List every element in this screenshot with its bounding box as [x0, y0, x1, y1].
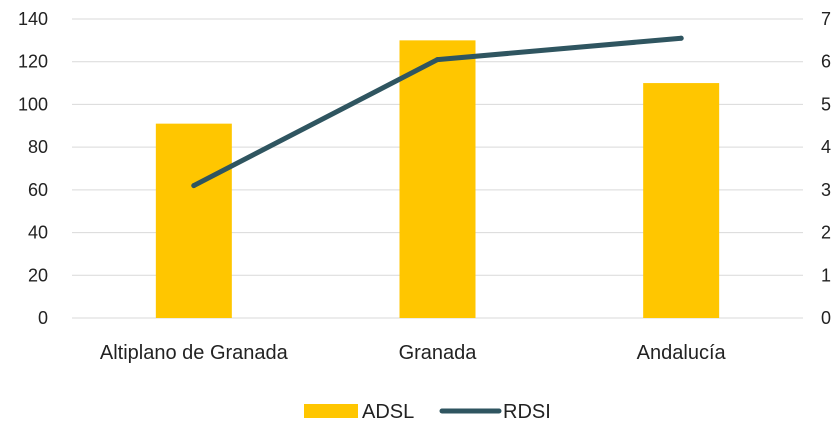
- left-tick-label: 140: [18, 9, 48, 29]
- right-tick-label: 5: [821, 94, 831, 114]
- rdsi-point: [678, 35, 684, 41]
- legend: ADSL RDSI: [304, 401, 551, 423]
- rdsi-point: [435, 57, 440, 63]
- right-tick-label: 3: [821, 180, 831, 200]
- right-tick-label: 2: [821, 223, 831, 243]
- rdsi-line-group: [191, 35, 684, 189]
- adsl-bars: [155, 40, 720, 319]
- adsl-bar: [399, 40, 476, 318]
- rdsi-point: [191, 183, 197, 189]
- left-tick-label: 60: [28, 180, 48, 200]
- category-axis: Altiplano de Granada Granada Andalucía: [100, 342, 727, 364]
- adsl-bar: [155, 123, 232, 319]
- left-axis: 0 20 40 60 80 100 120 140: [18, 9, 48, 328]
- left-tick-label: 100: [18, 94, 48, 114]
- right-tick-label: 7: [821, 9, 831, 29]
- right-axis: 0 1 2 3 4 5 6 7: [821, 9, 831, 328]
- left-tick-label: 0: [38, 308, 48, 328]
- left-tick-label: 120: [18, 52, 48, 72]
- left-tick-label: 40: [28, 223, 48, 243]
- legend-rdsi-label: RDSI: [503, 401, 551, 423]
- right-tick-label: 4: [821, 137, 831, 157]
- right-tick-label: 0: [821, 308, 831, 328]
- category-label: Andalucía: [637, 342, 727, 364]
- left-tick-label: 20: [28, 265, 48, 285]
- adsl-bar: [643, 83, 720, 318]
- category-label: Granada: [399, 342, 478, 364]
- right-tick-label: 6: [821, 52, 831, 72]
- legend-adsl-swatch: [304, 404, 358, 418]
- left-tick-label: 80: [28, 137, 48, 157]
- legend-adsl-label: ADSL: [362, 401, 414, 423]
- right-tick-label: 1: [821, 265, 831, 285]
- category-label: Altiplano de Granada: [100, 342, 289, 364]
